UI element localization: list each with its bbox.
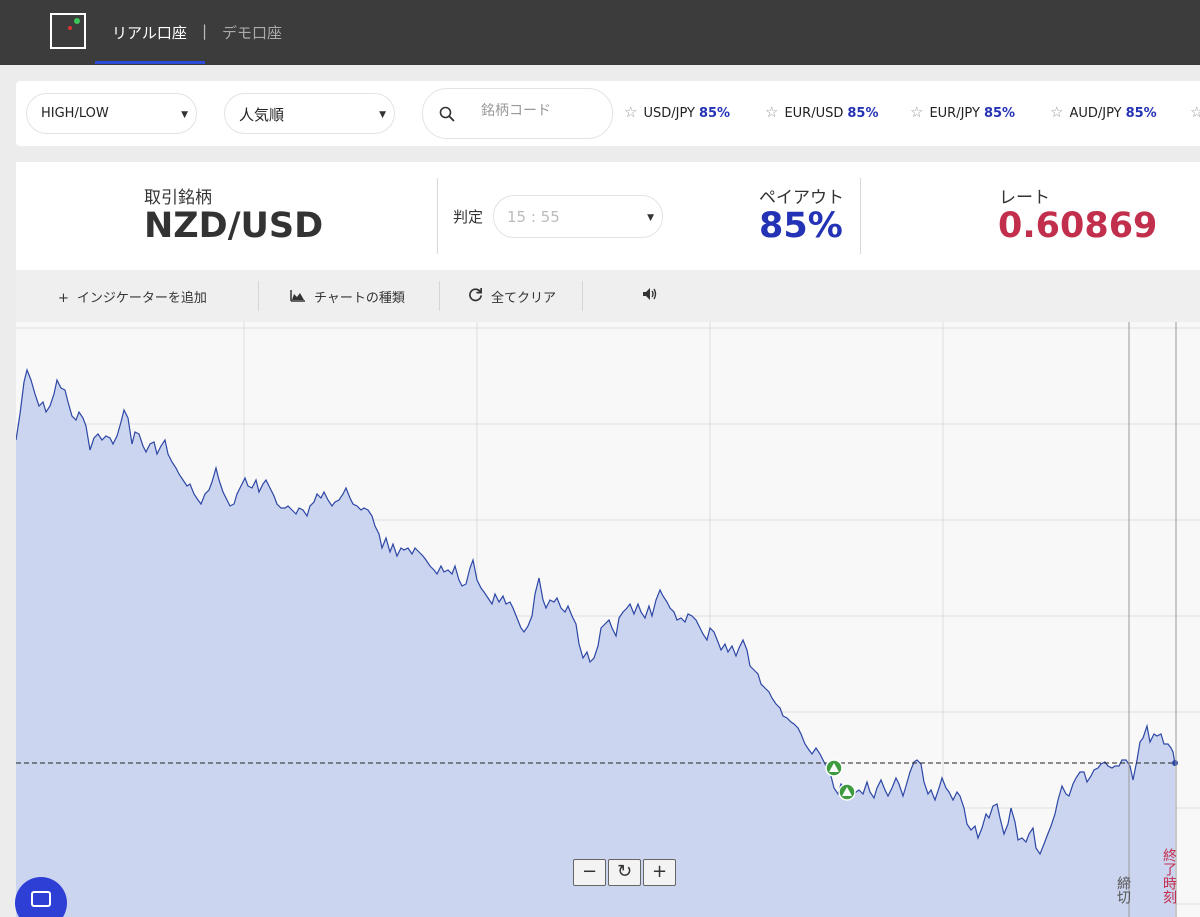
chevron-down-icon: ▼ — [647, 213, 654, 223]
tab-separator: | — [202, 22, 208, 40]
current-rate-dot — [1172, 760, 1178, 766]
reset-zoom-button[interactable]: ↻ — [608, 859, 641, 886]
option-type-select[interactable]: HIGH/LOW ▼ — [26, 93, 197, 134]
cutoff-label: 締切 — [1115, 876, 1131, 904]
judgement-time-value: 15 : 55 — [507, 208, 560, 226]
payout-value: 85% — [759, 206, 843, 246]
star-icon[interactable]: ☆ — [765, 103, 779, 121]
toolbar-divider — [258, 281, 259, 311]
zoom-in-button[interactable]: + — [643, 859, 676, 886]
price-chart[interactable]: − ↻ + 締切 終了時刻 — [16, 322, 1200, 917]
star-icon[interactable]: ☆ — [910, 103, 924, 121]
asset-search[interactable] — [422, 88, 613, 139]
favorite-payout: 85% — [698, 106, 731, 121]
favorite-asset[interactable]: ☆ USD/JPY 85% — [624, 103, 730, 121]
entry-marker-high[interactable] — [838, 783, 856, 801]
plus-icon: + — [58, 291, 69, 306]
trade-info-panel: 取引銘柄 NZD/USD 判定 15 : 55 ▼ ペイアウト 85% レート … — [16, 162, 1200, 270]
judgement-time-select[interactable]: 15 : 55 ▼ — [493, 195, 663, 238]
logo-red-dot — [68, 26, 72, 30]
logo-green-dot — [74, 18, 80, 24]
judgement-label: 判定 — [453, 208, 484, 226]
entry-marker-high[interactable] — [825, 759, 843, 777]
favorite-asset[interactable]: ☆ EUR/JPY 85% — [910, 103, 1015, 121]
chart-type-label: チャートの種類 — [314, 291, 405, 306]
divider — [860, 178, 861, 254]
refresh-icon — [468, 287, 483, 306]
star-icon[interactable]: ☆ — [624, 103, 638, 121]
expiry-label: 終了時刻 — [1161, 848, 1177, 904]
chevron-down-icon: ▼ — [379, 110, 386, 120]
favorite-payout: 85% — [983, 106, 1016, 121]
favorite-payout: 85% — [1125, 106, 1157, 121]
favorite-asset[interactable]: ☆ EUR/USD 85% — [765, 103, 879, 121]
sort-select[interactable]: 人気順 ▼ — [224, 93, 395, 134]
asset-value: NZD/USD — [144, 206, 324, 246]
price-line — [16, 368, 1176, 856]
chart-toolbar: + インジケーターを追加 チャートの種類 全てクリア — [16, 270, 1200, 322]
divider — [437, 178, 438, 254]
active-tab-indicator — [95, 61, 205, 64]
clear-all-label: 全てクリア — [491, 291, 557, 306]
favorite-pair: AUD/JPY — [1069, 106, 1122, 121]
chart-type-button[interactable]: チャートの種類 — [290, 287, 405, 306]
rate-label: レート — [999, 188, 1050, 208]
tab-demo-account[interactable]: デモ口座 — [222, 24, 283, 42]
payout-label: ペイアウト — [759, 188, 844, 208]
add-indicator-label: インジケーターを追加 — [76, 291, 207, 306]
asset-label: 取引銘柄 — [144, 188, 212, 208]
price-chart-svg — [16, 322, 1200, 917]
toolbar-divider — [439, 281, 440, 311]
tab-real-account[interactable]: リアル口座 — [112, 24, 187, 42]
rate-value: 0.60869 — [998, 206, 1158, 246]
chat-icon — [31, 891, 51, 907]
price-area — [16, 370, 1175, 917]
search-input[interactable] — [481, 103, 601, 119]
chat-button[interactable] — [15, 877, 67, 917]
zoom-out-button[interactable]: − — [573, 859, 606, 886]
logo-icon[interactable] — [50, 13, 86, 49]
chevron-down-icon: ▼ — [181, 110, 188, 120]
favorite-asset-partial[interactable]: ☆ — [1190, 103, 1200, 121]
top-bar: リアル口座 | デモ口座 — [0, 0, 1200, 65]
sort-value: 人気順 — [239, 106, 285, 124]
favorite-pair: EUR/USD — [784, 106, 844, 121]
favorite-pair: EUR/JPY — [929, 106, 980, 121]
favorite-asset[interactable]: ☆ AUD/JPY 85% — [1050, 103, 1157, 121]
star-icon[interactable]: ☆ — [1050, 103, 1064, 121]
option-type-value: HIGH/LOW — [41, 106, 109, 121]
sound-toggle[interactable] — [642, 287, 658, 305]
favorite-payout: 85% — [847, 106, 879, 121]
add-indicator-button[interactable]: + インジケーターを追加 — [58, 287, 207, 306]
star-icon[interactable]: ☆ — [1190, 103, 1200, 121]
toolbar-divider — [582, 281, 583, 311]
favorite-pair: USD/JPY — [643, 106, 695, 121]
area-chart-icon — [290, 288, 306, 306]
search-icon — [439, 106, 455, 126]
clear-all-button[interactable]: 全てクリア — [468, 287, 556, 306]
speaker-icon — [642, 288, 658, 305]
